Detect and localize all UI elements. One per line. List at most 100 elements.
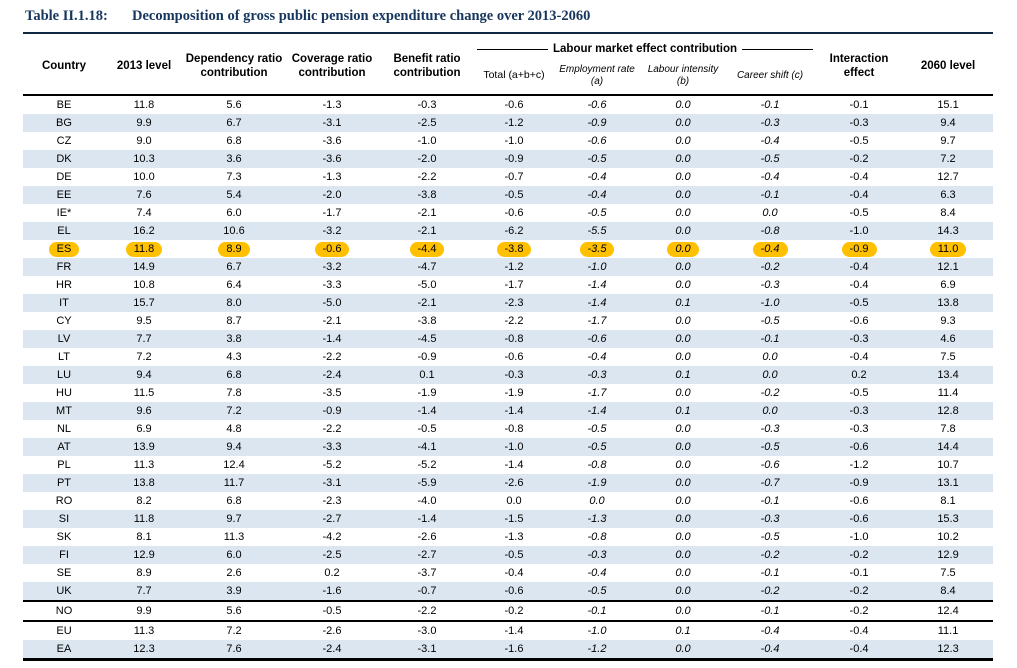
highlighted-value: -0.4 bbox=[752, 241, 788, 257]
cell-benefit-ratio: -2.7 bbox=[379, 546, 475, 564]
cell-labour-total: -1.2 bbox=[475, 114, 553, 132]
cell-value: LT bbox=[57, 351, 71, 363]
cell-labour-total: -0.6 bbox=[475, 204, 553, 222]
cell-value: 0.0 bbox=[589, 495, 605, 507]
table-row-pt: PT 13.8 11.7 -3.1 -5.9 -2.6 -1.9 0.0 -0.7 -0.9 13.… bbox=[23, 474, 994, 492]
cell-value: -0.8 bbox=[504, 423, 524, 435]
cell-value: EL bbox=[57, 225, 71, 237]
cell-value: MT bbox=[56, 405, 72, 417]
cell-value: -0.4 bbox=[760, 135, 780, 147]
cell-country: LU bbox=[23, 366, 105, 384]
cell-value: 0.0 bbox=[675, 207, 691, 219]
cell-value: -0.6 bbox=[849, 315, 869, 327]
cell-employment-rate: -1.4 bbox=[553, 276, 641, 294]
cell-benefit-ratio: -1.9 bbox=[379, 384, 475, 402]
cell-value: -0.5 bbox=[760, 531, 780, 543]
cell-value: -0.1 bbox=[760, 605, 780, 617]
highlighted-value: 11.8 bbox=[125, 241, 163, 257]
cell-value: -0.5 bbox=[322, 605, 342, 617]
cell-value: -1.0 bbox=[417, 135, 437, 147]
cell-value: 8.4 bbox=[940, 585, 956, 597]
cell-value: -1.5 bbox=[504, 513, 524, 525]
table-row-it: IT 15.7 8.0 -5.0 -2.1 -2.3 -1.4 0.1 -1.0 -0.5 13.8 bbox=[23, 294, 994, 312]
cell-coverage-ratio: -5.0 bbox=[285, 294, 379, 312]
group-rule-left bbox=[477, 49, 548, 51]
cell-dependency-ratio: 7.6 bbox=[183, 640, 285, 660]
cell-interaction-effect: -0.4 bbox=[815, 276, 903, 294]
cell-benefit-ratio: -0.7 bbox=[379, 582, 475, 601]
cell-employment-rate: -0.5 bbox=[553, 420, 641, 438]
cell-value: 0.0 bbox=[675, 153, 691, 165]
cell-employment-rate: -0.8 bbox=[553, 456, 641, 474]
cell-interaction-effect: -0.4 bbox=[815, 621, 903, 640]
cell-value: 11.1 bbox=[937, 625, 959, 637]
cell-value: -0.5 bbox=[760, 153, 780, 165]
cell-level-2060: 10.2 bbox=[903, 528, 993, 546]
cell-value: -0.5 bbox=[417, 423, 437, 435]
cell-level-2060: 15.3 bbox=[903, 510, 993, 528]
cell-labour-total: -0.6 bbox=[475, 348, 553, 366]
cell-value: 0.0 bbox=[506, 495, 522, 507]
cell-level-2060: 7.2 bbox=[903, 150, 993, 168]
cell-career-shift: -0.5 bbox=[725, 528, 815, 546]
cell-value: -3.1 bbox=[417, 643, 437, 655]
cell-value: RO bbox=[55, 495, 73, 507]
cell-dependency-ratio: 9.7 bbox=[183, 510, 285, 528]
cell-country: BE bbox=[23, 95, 105, 114]
cell-value: -0.9 bbox=[587, 117, 607, 129]
cell-career-shift: -0.4 bbox=[725, 168, 815, 186]
cell-level-2060: 9.7 bbox=[903, 132, 993, 150]
cell-level-2060: 13.8 bbox=[903, 294, 993, 312]
cell-value: CZ bbox=[56, 135, 72, 147]
cell-coverage-ratio: -1.7 bbox=[285, 204, 379, 222]
cell-value: -1.4 bbox=[504, 405, 524, 417]
cell-value: 7.5 bbox=[940, 567, 956, 579]
cell-interaction-effect: -0.9 bbox=[815, 240, 903, 258]
cell-coverage-ratio: -2.6 bbox=[285, 621, 379, 640]
cell-value: 11.5 bbox=[133, 387, 155, 399]
cell-country: SI bbox=[23, 510, 105, 528]
cell-benefit-ratio: -2.6 bbox=[379, 528, 475, 546]
table-row-hr: HR 10.8 6.4 -3.3 -5.0 -1.7 -1.4 0.0 -0.3 -0.4 6.9 bbox=[23, 276, 993, 294]
cell-country: CZ bbox=[23, 132, 105, 150]
cell-value: 5.6 bbox=[226, 99, 242, 111]
cell-career-shift: -0.4 bbox=[725, 132, 815, 150]
cell-level-2060: 9.3 bbox=[903, 312, 993, 330]
cell-value: 0.0 bbox=[675, 117, 691, 129]
cell-value: 0.0 bbox=[675, 225, 691, 237]
cell-employment-rate: -5.5 bbox=[553, 222, 641, 240]
cell-value: 8.1 bbox=[940, 495, 956, 507]
table-row-uk: UK 7.7 3.9 -1.6 -0.7 -0.6 -0.5 0.0 -0.2 -0.2 8.4 bbox=[23, 582, 994, 601]
cell-coverage-ratio: -1.3 bbox=[285, 168, 379, 186]
cell-country: NO bbox=[23, 601, 105, 621]
cell-value: 5.4 bbox=[226, 189, 242, 201]
cell-level-2013: 11.3 bbox=[105, 456, 183, 474]
cell-benefit-ratio: -2.2 bbox=[379, 168, 475, 186]
cell-dependency-ratio: 7.2 bbox=[183, 402, 285, 420]
cell-value: 15.7 bbox=[133, 297, 155, 309]
cell-career-shift: -0.1 bbox=[725, 330, 815, 348]
cell-career-shift: -0.2 bbox=[725, 546, 815, 564]
cell-coverage-ratio: -2.4 bbox=[285, 366, 379, 384]
table-row-es: ES 11.8 8.9 -0.6 -4.4 -3.8 -3.5 0.0 -0.4 -0.9 11.0 bbox=[23, 240, 993, 258]
cell-labour-intensity: 0.0 bbox=[641, 420, 725, 438]
caption-rule bbox=[23, 32, 993, 34]
cell-interaction-effect: -0.5 bbox=[815, 294, 903, 312]
cell-value: -2.1 bbox=[322, 315, 342, 327]
cell-value: -5.9 bbox=[417, 477, 437, 489]
cell-value: 8.9 bbox=[136, 567, 152, 579]
cell-value: -0.9 bbox=[504, 153, 524, 165]
cell-country: EA bbox=[23, 640, 105, 660]
cell-value: 0.1 bbox=[675, 369, 691, 381]
cell-level-2060: 11.1 bbox=[903, 621, 993, 640]
cell-value: LV bbox=[57, 333, 71, 345]
cell-career-shift: -0.4 bbox=[725, 640, 815, 660]
cell-career-shift: -0.6 bbox=[725, 456, 815, 474]
cell-employment-rate: -3.5 bbox=[553, 240, 641, 258]
cell-level-2013: 9.9 bbox=[105, 114, 183, 132]
cell-country: DE bbox=[23, 168, 105, 186]
cell-coverage-ratio: -3.6 bbox=[285, 132, 379, 150]
cell-value: 9.0 bbox=[136, 135, 152, 147]
cell-level-2013: 10.3 bbox=[105, 150, 183, 168]
cell-value: 0.1 bbox=[675, 625, 691, 637]
